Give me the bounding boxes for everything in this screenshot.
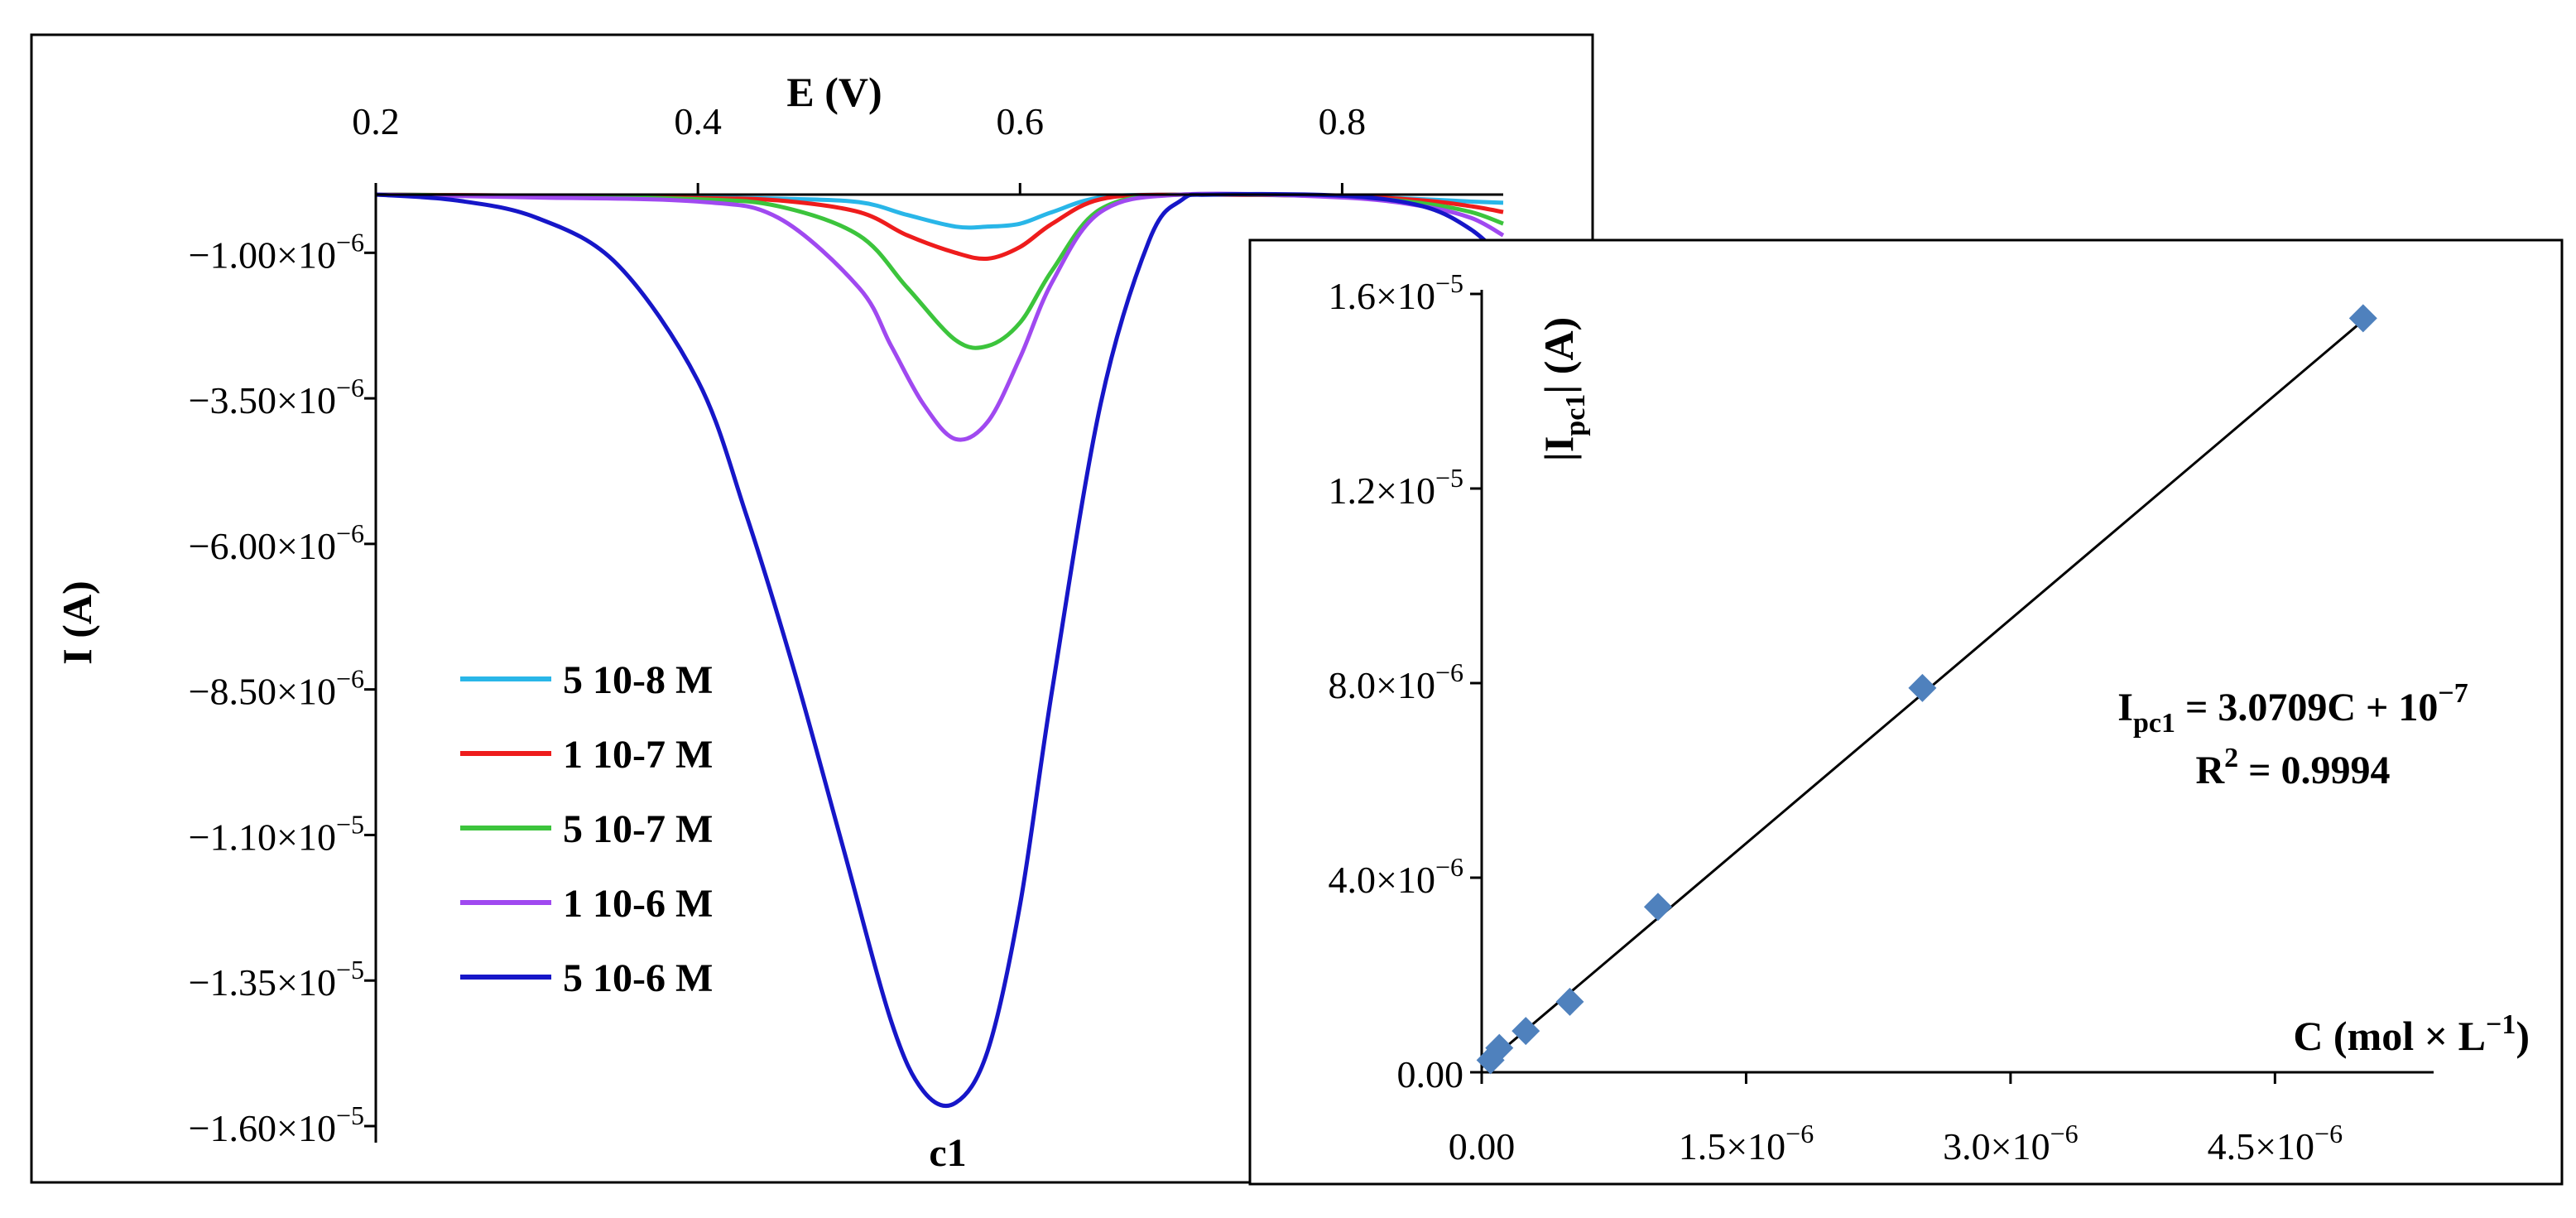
x-tick-label-0: 0.2 xyxy=(352,100,400,142)
x-tick-label-2: 0.6 xyxy=(997,100,1045,142)
y-tick-label-5-exponent: −5 xyxy=(336,955,364,985)
calibration-x-tick-label-3: 4.5×10−6 xyxy=(2208,1119,2343,1167)
legend: 5 10-8 M 1 10-7 M 5 10-7 M 1 10-6 M 5 10-6 M xyxy=(460,658,713,1000)
data-point-6 xyxy=(2348,304,2377,333)
calibration-y-tick-label-1-mantissa: 4.0×10 xyxy=(1329,859,1435,901)
legend-label-2: 5 10-7 M xyxy=(563,807,713,851)
calibration-x-tick-label-3-mantissa: 4.5×10 xyxy=(2208,1125,2314,1167)
y-tick-label-0: −1.00×10−6 xyxy=(189,227,364,276)
y-tick-label-2-mantissa: −6.00×10 xyxy=(189,525,336,567)
calibration-y-tick-label-3: 1.2×10−5 xyxy=(1329,463,1464,512)
fit-r-squared-sup: 2 xyxy=(2224,743,2238,773)
calibration-x-tick-label-1-mantissa: 1.5×10 xyxy=(1679,1125,1785,1167)
x-tick-label-3: 0.8 xyxy=(1319,100,1367,142)
calibration-frame xyxy=(1248,238,2564,1186)
calibration-y-tick-label-4-exponent: −5 xyxy=(1435,268,1463,298)
calibration-y-axis-title-pre: |I xyxy=(1536,436,1582,461)
y-tick-label-1-mantissa: −3.50×10 xyxy=(189,379,336,421)
y-tick-label-0-mantissa: −1.00×10 xyxy=(189,233,336,276)
fit-r-squared-value: = 0.9994 xyxy=(2238,749,2390,792)
calibration-y-ticks-group: 0.004.0×10−68.0×10−61.2×10−51.6×10−5 xyxy=(1329,268,1482,1095)
calibration-x-tick-label-1: 1.5×10−6 xyxy=(1679,1119,1814,1167)
y-tick-label-5: −1.35×10−5 xyxy=(189,955,364,1004)
calibration-y-tick-label-4-mantissa: 1.6×10 xyxy=(1329,275,1435,317)
calibration-x-tick-label-2: 3.0×10−6 xyxy=(1943,1119,2079,1167)
calibration-x-ticks-group: 0.00 1.5×10−6 3.0×10−6 4.5×10−6 xyxy=(1449,1072,2343,1167)
calibration-y-tick-label-4: 1.6×10−5 xyxy=(1329,268,1464,317)
calibration-y-tick-label-2: 8.0×10−6 xyxy=(1329,657,1464,706)
calibration-y-tick-label-1: 4.0×10−6 xyxy=(1329,852,1464,901)
y-tick-label-4: −1.10×10−5 xyxy=(189,809,364,858)
y-tick-label-6-exponent: −5 xyxy=(336,1100,364,1130)
x-axis-title: E (V) xyxy=(786,69,882,115)
calibration-x-tick-label-3-exponent: −6 xyxy=(2314,1119,2343,1148)
calibration-y-tick-label-3-exponent: −5 xyxy=(1435,463,1463,493)
fit-equation-i: I xyxy=(2117,686,2133,729)
y-tick-label-4-mantissa: −1.10×10 xyxy=(189,816,336,858)
calibration-panel: 0.00 1.5×10−6 3.0×10−6 4.5×10−6 0.004.0×10−… xyxy=(1329,268,2530,1167)
y-tick-label-6: −1.60×10−5 xyxy=(189,1100,364,1149)
legend-label-1: 1 10-7 M xyxy=(563,733,713,777)
calibration-x-tick-label-0-mantissa: 0.00 xyxy=(1449,1125,1516,1167)
calibration-y-tick-label-3-mantissa: 1.2×10 xyxy=(1329,469,1435,512)
x-tick-label-1: 0.4 xyxy=(674,100,722,142)
data-point-4 xyxy=(1643,893,1672,922)
calibration-x-tick-label-1-exponent: −6 xyxy=(1785,1119,1814,1148)
calibration-x-axis-title: C (mol × L−1) xyxy=(2293,1009,2530,1059)
y-tick-label-1: −3.50×10−6 xyxy=(189,373,364,421)
voltammogram-panel: 0.2 0.4 0.6 0.8 −1.00×10−6−3.50×10−6−6.00×1… xyxy=(54,69,1505,1175)
fit-r-squared-label: R xyxy=(2195,749,2225,792)
calibration-y-tick-label-2-mantissa: 8.0×10 xyxy=(1329,664,1435,706)
fit-equation-rhs: = 3.0709C + 10 xyxy=(2175,686,2438,729)
calibration-x-axis-title-main: C (mol × L xyxy=(2293,1013,2486,1059)
calibration-y-tick-label-0: 0.00 xyxy=(1397,1053,1464,1095)
y-tick-label-0-exponent: −6 xyxy=(336,227,364,257)
calibration-x-axis-title-tail: ) xyxy=(2516,1013,2530,1059)
x-ticks-group: 0.2 0.4 0.6 0.8 xyxy=(352,100,1366,195)
legend-label-0: 5 10-8 M xyxy=(563,658,713,702)
y-axis-title: I (A) xyxy=(54,580,100,664)
calibration-y-axis-title-post: | (A) xyxy=(1536,317,1582,394)
calibration-y-axis-title-sub: pc1 xyxy=(1560,394,1591,436)
data-point-5 xyxy=(1908,673,1937,702)
y-tick-label-1-exponent: −6 xyxy=(336,373,364,402)
data-point-3 xyxy=(1555,987,1584,1016)
y-tick-label-3: −8.50×10−6 xyxy=(189,664,364,713)
fit-r-squared: R2 = 0.9994 xyxy=(2195,743,2390,792)
calibration-x-tick-label-2-exponent: −6 xyxy=(2050,1119,2079,1148)
calibration-y-tick-label-0-mantissa: 0.00 xyxy=(1397,1053,1464,1095)
calibration-x-axis-title-sup: −1 xyxy=(2486,1009,2516,1040)
y-tick-label-3-mantissa: −8.50×10 xyxy=(189,671,336,713)
y-tick-label-6-mantissa: −1.60×10 xyxy=(189,1107,336,1149)
calibration-points-group xyxy=(1476,304,2377,1075)
calibration-x-tick-label-2-mantissa: 3.0×10 xyxy=(1943,1125,2050,1167)
legend-label-4: 5 10-6 M xyxy=(563,956,713,1000)
y-tick-label-2-exponent: −6 xyxy=(336,518,364,548)
calibration-x-tick-label-0: 0.00 xyxy=(1449,1125,1516,1167)
legend-label-3: 1 10-6 M xyxy=(563,882,713,926)
calibration-y-axis-title: |Ipc1| (A) xyxy=(1536,317,1591,461)
data-point-1 xyxy=(1485,1033,1514,1062)
fit-equation-sub: pc1 xyxy=(2133,708,2175,739)
peak-label: c1 xyxy=(929,1131,966,1175)
calibration-y-tick-label-1-exponent: −6 xyxy=(1435,852,1463,882)
y-tick-label-5-mantissa: −1.35×10 xyxy=(189,961,336,1004)
fit-equation: Ipc1 = 3.0709C + 10−7 xyxy=(2117,678,2468,739)
y-tick-label-4-exponent: −5 xyxy=(336,809,364,839)
y-ticks-group: −1.00×10−6−3.50×10−6−6.00×10−6−8.50×10−6… xyxy=(189,227,376,1149)
fit-equation-exp: −7 xyxy=(2438,678,2468,709)
y-tick-label-2: −6.00×10−6 xyxy=(189,518,364,567)
data-point-2 xyxy=(1511,1017,1540,1046)
calibration-y-tick-label-2-exponent: −6 xyxy=(1435,657,1463,687)
y-tick-label-3-exponent: −6 xyxy=(336,664,364,694)
